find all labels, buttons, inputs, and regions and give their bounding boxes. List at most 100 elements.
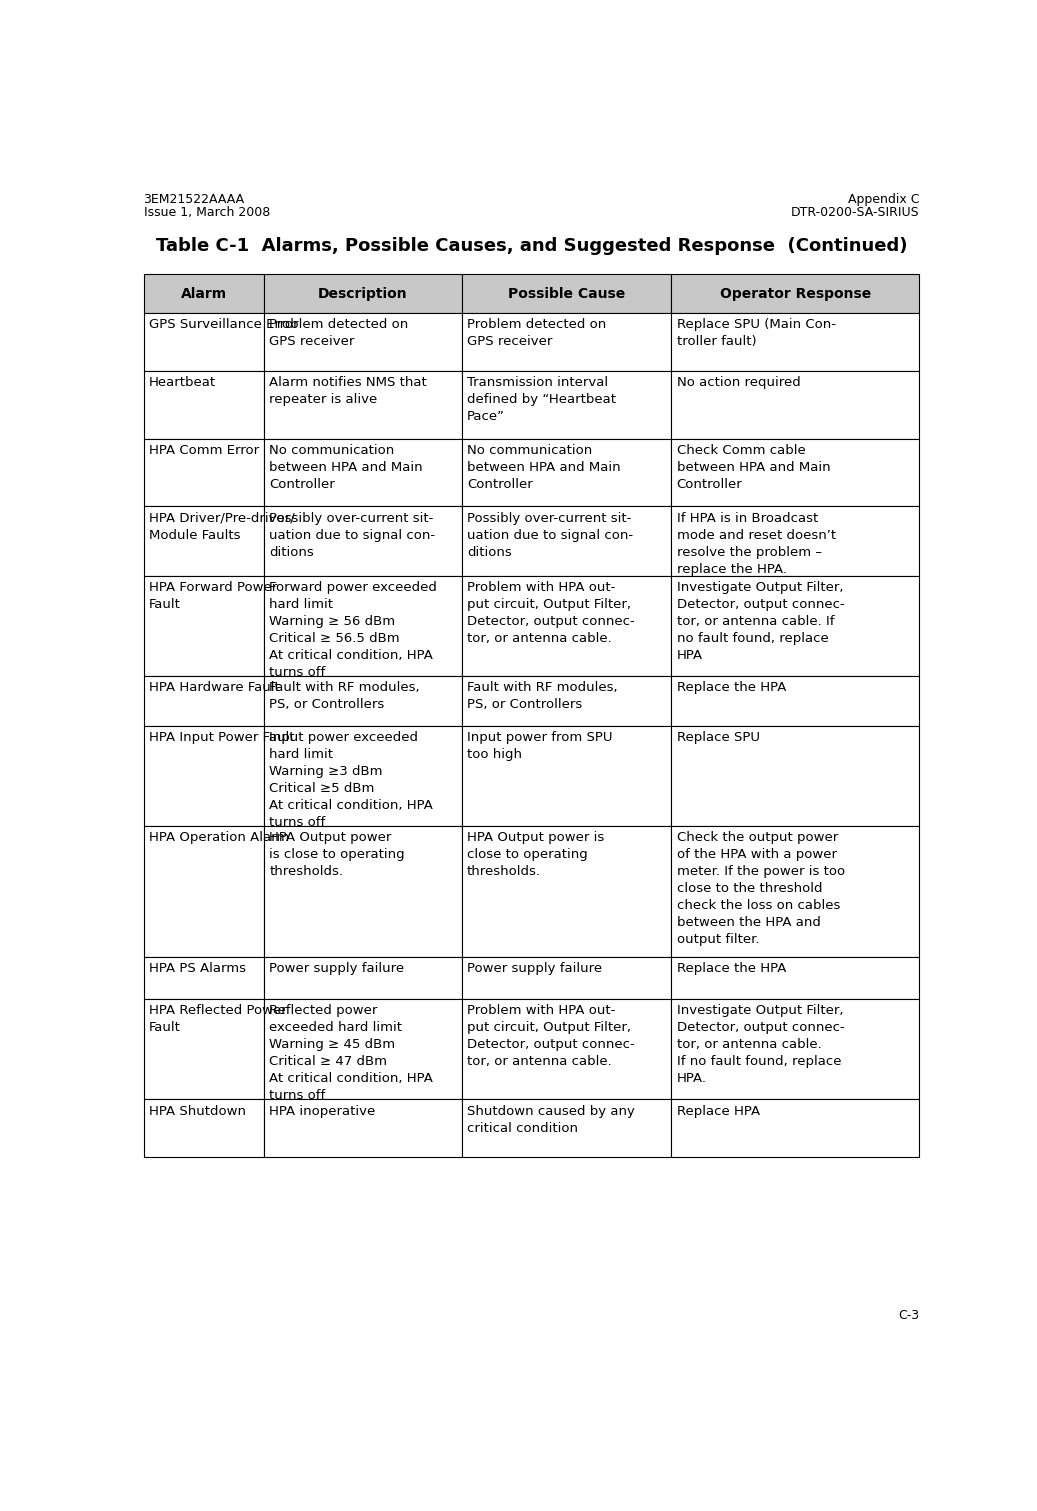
- Text: Replace SPU: Replace SPU: [676, 731, 759, 743]
- Bar: [461, 999, 671, 1098]
- Text: Fault with RF modules,
PS, or Controllers: Fault with RF modules, PS, or Controller…: [467, 681, 618, 712]
- Text: Power supply failure: Power supply failure: [467, 963, 602, 975]
- Text: DTR-0200-SA-SIRIUS: DTR-0200-SA-SIRIUS: [791, 205, 920, 219]
- Text: HPA Output power 
is close to operating
thresholds.: HPA Output power is close to operating t…: [270, 831, 404, 878]
- Text: HPA PS Alarms: HPA PS Alarms: [149, 963, 246, 975]
- Text: 3EM21522AAAA: 3EM21522AAAA: [143, 193, 245, 205]
- Text: HPA Comm Error: HPA Comm Error: [149, 444, 259, 456]
- Text: Possible Cause: Possible Cause: [508, 287, 625, 301]
- Text: Heartbeat: Heartbeat: [149, 376, 216, 390]
- Bar: [143, 313, 263, 370]
- Bar: [461, 506, 671, 576]
- Bar: [263, 999, 461, 1098]
- Text: HPA Input Power Fault: HPA Input Power Fault: [149, 731, 295, 743]
- Bar: [143, 999, 263, 1098]
- Text: HPA Reflected Power
Fault: HPA Reflected Power Fault: [149, 1005, 287, 1035]
- Bar: [671, 999, 920, 1098]
- Text: HPA Driver/Pre-driver/
Module Faults: HPA Driver/Pre-driver/ Module Faults: [149, 512, 295, 541]
- Text: No action required: No action required: [676, 376, 801, 390]
- Bar: [143, 956, 263, 999]
- Text: Investigate Output Filter,
Detector, output connec-
tor, or antenna cable. If
no: Investigate Output Filter, Detector, out…: [676, 580, 844, 662]
- Bar: [143, 675, 263, 725]
- Text: Problem detected on
GPS receiver: Problem detected on GPS receiver: [467, 319, 607, 349]
- Bar: [671, 675, 920, 725]
- Text: Replace the HPA: Replace the HPA: [676, 963, 786, 975]
- Text: HPA Forward Power
Fault: HPA Forward Power Fault: [149, 580, 277, 610]
- Bar: [143, 725, 263, 827]
- Text: Alarm notifies NMS that
repeater is alive: Alarm notifies NMS that repeater is aliv…: [270, 376, 427, 406]
- Bar: [263, 675, 461, 725]
- Text: Possibly over-current sit-
uation due to signal con-
ditions: Possibly over-current sit- uation due to…: [270, 512, 436, 559]
- Bar: [263, 506, 461, 576]
- Bar: [143, 827, 263, 956]
- Text: No communication
between HPA and Main
Controller: No communication between HPA and Main Co…: [467, 444, 621, 491]
- Text: HPA Operation Alarm: HPA Operation Alarm: [149, 831, 289, 845]
- Text: Table C-1  Alarms, Possible Causes, and Suggested Response  (Continued): Table C-1 Alarms, Possible Causes, and S…: [156, 237, 907, 255]
- Bar: [461, 675, 671, 725]
- Bar: [671, 370, 920, 438]
- Text: Check Comm cable
between HPA and Main
Controller: Check Comm cable between HPA and Main Co…: [676, 444, 831, 491]
- Text: Appendix C: Appendix C: [848, 193, 920, 205]
- Text: Power supply failure: Power supply failure: [270, 963, 404, 975]
- Text: Replace the HPA: Replace the HPA: [676, 681, 786, 694]
- Text: Operator Response: Operator Response: [720, 287, 871, 301]
- Text: Input power from SPU
too high: Input power from SPU too high: [467, 731, 613, 762]
- Bar: [461, 956, 671, 999]
- Bar: [263, 275, 461, 313]
- Text: Description: Description: [318, 287, 408, 301]
- Bar: [263, 313, 461, 370]
- Bar: [263, 725, 461, 827]
- Text: Alarm: Alarm: [180, 287, 227, 301]
- Text: Input power exceeded
hard limit
Warning ≥3 dBm
Critical ≥5 dBm
At critical condi: Input power exceeded hard limit Warning …: [270, 731, 433, 830]
- Text: HPA Output power is
close to operating
thresholds.: HPA Output power is close to operating t…: [467, 831, 605, 878]
- Text: HPA Hardware Fault: HPA Hardware Fault: [149, 681, 280, 694]
- Text: Problem with HPA out-
put circuit, Output Filter,
Detector, output connec-
tor, : Problem with HPA out- put circuit, Outpu…: [467, 580, 635, 645]
- Text: Possibly over-current sit-
uation due to signal con-
ditions: Possibly over-current sit- uation due to…: [467, 512, 634, 559]
- Bar: [461, 576, 671, 675]
- Bar: [263, 1098, 461, 1157]
- Text: GPS Surveillance Error: GPS Surveillance Error: [149, 319, 299, 331]
- Text: Fault with RF modules,
PS, or Controllers: Fault with RF modules, PS, or Controller…: [270, 681, 420, 712]
- Bar: [461, 438, 671, 506]
- Bar: [461, 370, 671, 438]
- Text: Problem with HPA out-
put circuit, Output Filter,
Detector, output connec-
tor, : Problem with HPA out- put circuit, Outpu…: [467, 1005, 635, 1068]
- Bar: [143, 438, 263, 506]
- Text: HPA Shutdown: HPA Shutdown: [149, 1105, 246, 1118]
- Text: Forward power exceeded
hard limit
Warning ≥ 56 dBm
Critical ≥ 56.5 dBm
At critic: Forward power exceeded hard limit Warnin…: [270, 580, 438, 678]
- Text: Problem detected on
GPS receiver: Problem detected on GPS receiver: [270, 319, 409, 349]
- Bar: [671, 506, 920, 576]
- Text: HPA inoperative: HPA inoperative: [270, 1105, 375, 1118]
- Bar: [263, 827, 461, 956]
- Bar: [671, 576, 920, 675]
- Text: Issue 1, March 2008: Issue 1, March 2008: [143, 205, 270, 219]
- Bar: [461, 827, 671, 956]
- Text: Replace SPU (Main Con-
troller fault): Replace SPU (Main Con- troller fault): [676, 319, 836, 349]
- Bar: [263, 956, 461, 999]
- Bar: [461, 1098, 671, 1157]
- Text: Investigate Output Filter,
Detector, output connec-
tor, or antenna cable.
If no: Investigate Output Filter, Detector, out…: [676, 1005, 844, 1085]
- Text: Check the output power
of the HPA with a power
meter. If the power is too
close : Check the output power of the HPA with a…: [676, 831, 845, 946]
- Bar: [671, 275, 920, 313]
- Bar: [461, 313, 671, 370]
- Bar: [671, 1098, 920, 1157]
- Bar: [143, 1098, 263, 1157]
- Bar: [263, 438, 461, 506]
- Bar: [143, 506, 263, 576]
- Bar: [263, 576, 461, 675]
- Text: Transmission interval
defined by “Heartbeat
Pace”: Transmission interval defined by “Heartb…: [467, 376, 616, 423]
- Text: Reflected power
exceeded hard limit
Warning ≥ 45 dBm
Critical ≥ 47 dBm
At critic: Reflected power exceeded hard limit Warn…: [270, 1005, 433, 1103]
- Bar: [671, 313, 920, 370]
- Text: Replace HPA: Replace HPA: [676, 1105, 760, 1118]
- Bar: [143, 275, 263, 313]
- Text: C-3: C-3: [898, 1309, 920, 1322]
- Text: Shutdown caused by any
critical condition: Shutdown caused by any critical conditio…: [467, 1105, 635, 1135]
- Text: If HPA is in Broadcast
mode and reset doesn’t
resolve the problem –
replace the : If HPA is in Broadcast mode and reset do…: [676, 512, 836, 576]
- Bar: [671, 438, 920, 506]
- Bar: [671, 827, 920, 956]
- Bar: [263, 370, 461, 438]
- Bar: [461, 725, 671, 827]
- Bar: [461, 275, 671, 313]
- Bar: [143, 370, 263, 438]
- Text: No communication
between HPA and Main
Controller: No communication between HPA and Main Co…: [270, 444, 423, 491]
- Bar: [671, 725, 920, 827]
